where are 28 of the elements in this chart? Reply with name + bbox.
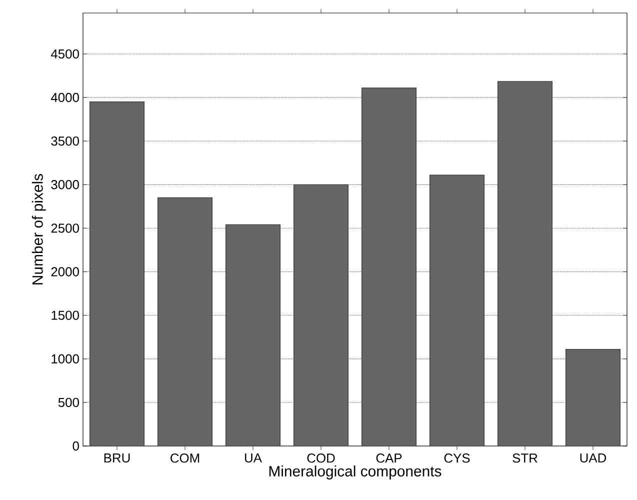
y-tick-label: 3500 <box>51 136 79 146</box>
x-tick-label: COM <box>170 454 200 463</box>
bar <box>362 88 416 446</box>
y-tick-label: 1500 <box>52 310 79 320</box>
bar <box>498 81 552 446</box>
bar <box>90 102 144 446</box>
y-tick-label: 1000 <box>52 354 79 364</box>
bar <box>226 224 280 446</box>
bar <box>566 348 620 446</box>
x-tick-label: UAD <box>580 454 606 463</box>
x-tick-label: COD <box>307 454 335 463</box>
bar <box>158 198 212 446</box>
x-tick-label: CYS <box>444 454 470 463</box>
y-axis-title: Number of pixels <box>32 174 46 284</box>
y-tick-label: 3000 <box>51 180 79 190</box>
y-tick-label: 4500 <box>50 49 79 59</box>
y-tick-label: 4000 <box>50 92 79 102</box>
x-tick-label: CAP <box>376 454 402 463</box>
bar <box>294 184 348 446</box>
y-tick-label: 2500 <box>51 224 79 233</box>
y-tick-label: 0 <box>72 441 79 451</box>
y-tick-label: 500 <box>58 398 79 408</box>
x-axis-title: Mineralogical components <box>269 466 442 480</box>
bar <box>430 175 484 446</box>
x-tick-label: STR <box>512 454 538 463</box>
y-tick-label: 2000 <box>51 267 79 276</box>
x-tick-label: UA <box>245 454 262 463</box>
x-tick-label: BRU <box>104 454 130 463</box>
